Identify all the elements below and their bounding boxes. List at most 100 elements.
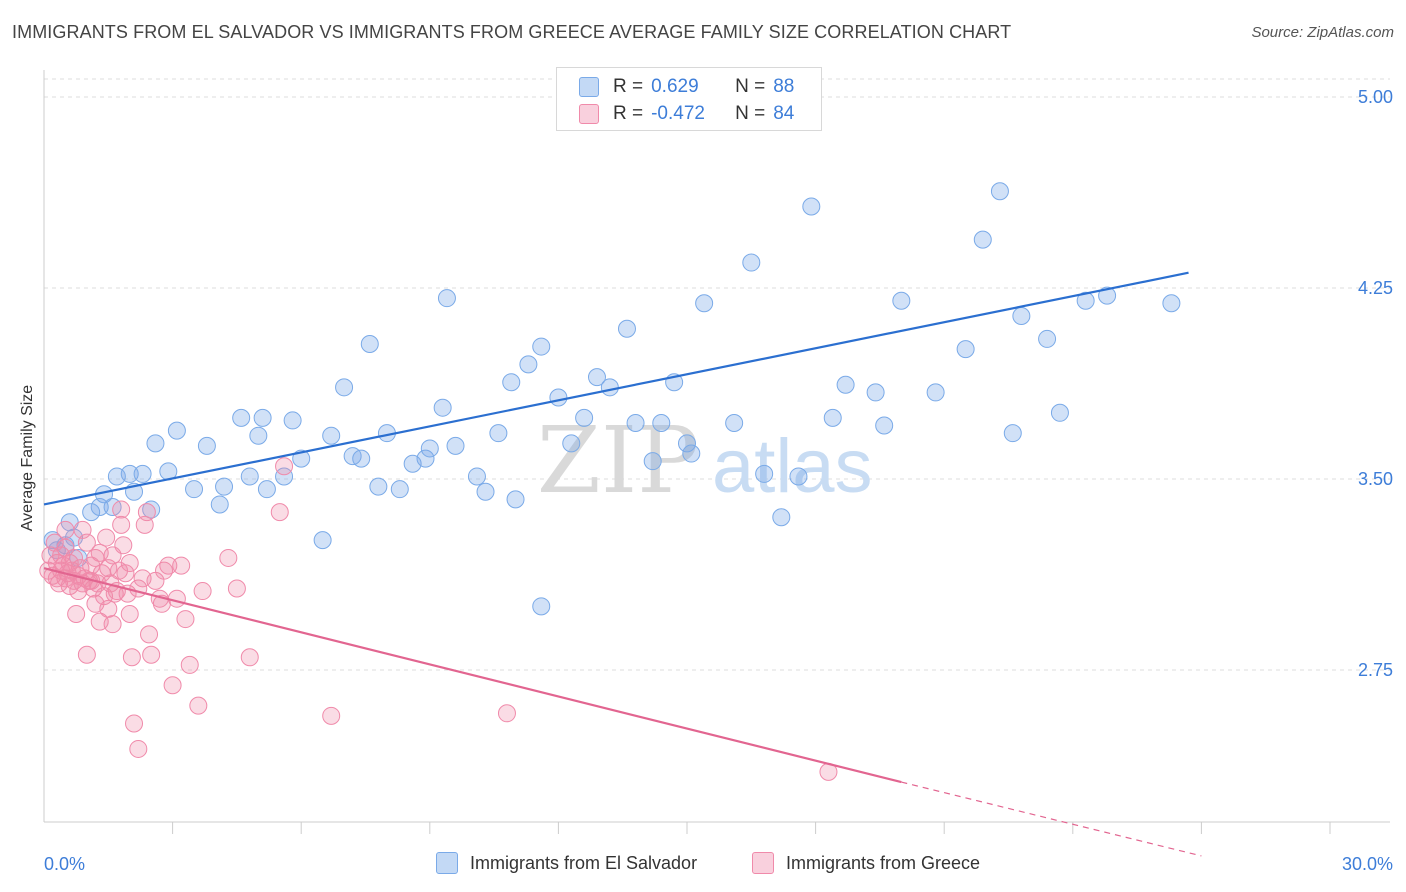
data-point-blue (275, 467, 294, 486)
data-point-pink (159, 556, 178, 575)
data-point-blue (617, 319, 636, 338)
data-point-blue (549, 388, 568, 407)
bottom-legend-swatch-pink (752, 852, 774, 874)
data-point-blue (369, 477, 388, 496)
data-point-blue (120, 464, 139, 483)
data-point-blue (875, 416, 894, 435)
data-point-blue (1098, 286, 1117, 305)
data-point-pink (77, 533, 96, 552)
data-point-blue (789, 467, 808, 486)
data-point-blue (313, 531, 332, 550)
data-point-blue (682, 444, 701, 463)
data-point-blue (489, 424, 508, 443)
data-point-blue (956, 340, 975, 359)
data-point-blue (836, 375, 855, 394)
data-point-blue (866, 383, 885, 402)
data-point-blue (437, 289, 456, 308)
data-point-blue (1076, 291, 1095, 310)
data-point-blue (335, 378, 354, 397)
data-point-blue (990, 182, 1009, 201)
bottom-legend-greece: Immigrants from Greece (752, 852, 980, 874)
bottom-legend-swatch-blue (436, 852, 458, 874)
data-point-blue (695, 294, 714, 313)
data-point-blue (678, 434, 696, 453)
data-point-blue (892, 291, 911, 310)
data-point-blue (446, 436, 465, 455)
data-point-pink (163, 676, 182, 695)
axes (43, 70, 1390, 834)
data-point-blue (626, 413, 645, 432)
data-point-blue (519, 355, 538, 374)
data-point-blue (133, 464, 152, 483)
data-point-blue (575, 408, 594, 427)
data-point-blue (802, 197, 821, 216)
legend-n-value: 88 (773, 76, 795, 97)
trend-line-pink (43, 567, 902, 784)
data-point-pink (122, 648, 141, 667)
data-point-blue (725, 413, 744, 432)
data-point-blue (322, 426, 341, 445)
data-point-pink (77, 645, 96, 664)
x-tick-label-max: 30.0% (1342, 854, 1393, 874)
data-point-blue (1038, 329, 1057, 348)
data-point-blue (587, 368, 606, 387)
legend-r-value: -0.472 (651, 103, 705, 124)
data-point-blue (232, 408, 251, 427)
data-point-blue (416, 449, 435, 468)
source-label: Source: ZipAtlas.com (1251, 24, 1394, 41)
chart-title: IMMIGRANTS FROM EL SALVADOR VS IMMIGRANT… (12, 22, 1012, 42)
data-point-pink (120, 554, 139, 573)
data-point-pink (240, 648, 259, 667)
data-point-blue (420, 439, 439, 458)
data-points (39, 182, 1181, 781)
x-tick-label-min: 0.0% (44, 854, 85, 874)
data-point-blue (360, 335, 379, 354)
data-point-blue (1050, 403, 1069, 422)
watermark: ZIP atlas (537, 407, 873, 514)
data-point-blue (257, 480, 276, 499)
data-point-blue (167, 421, 186, 440)
legend-r-value: 0.629 (651, 76, 699, 97)
data-point-blue (742, 253, 761, 272)
data-point-blue (390, 480, 409, 499)
data-point-pink (176, 610, 195, 629)
watermark-zip: ZIP (537, 407, 699, 514)
legend-r-label: R = (613, 103, 644, 124)
legend-n-value: 84 (773, 103, 795, 124)
data-point-pink (275, 457, 294, 476)
tick-labels: 2.75 3.50 4.25 5.00 0.0% 30.0% (44, 87, 1393, 874)
data-point-pink (65, 548, 84, 567)
data-point-blue (146, 434, 165, 453)
bottom-legend-el-salvador: Immigrants from El Salvador (436, 852, 697, 874)
data-point-blue (253, 408, 272, 427)
data-point-blue (532, 597, 551, 616)
data-point-blue (292, 449, 311, 468)
data-point-blue (532, 337, 551, 356)
y-tick-label: 2.75 (1358, 660, 1393, 680)
bottom-legend-label: Immigrants from El Salvador (470, 852, 698, 873)
data-point-pink (120, 604, 139, 623)
data-point-blue (1012, 307, 1031, 326)
data-point-pink (99, 599, 118, 618)
legend-n-label: N = (735, 76, 766, 97)
data-point-pink (189, 696, 208, 715)
data-point-blue (467, 467, 486, 486)
data-point-pink (172, 556, 191, 575)
trend-lines (43, 271, 1202, 857)
data-point-blue (82, 503, 101, 522)
data-point-pink (112, 500, 131, 519)
data-point-pink (180, 655, 199, 674)
legend-row-blue: R = 0.629 N = 88 (579, 75, 794, 99)
data-point-pink (322, 706, 341, 725)
data-point-blue (185, 480, 204, 499)
data-point-pink (97, 528, 116, 547)
data-point-blue (215, 477, 234, 496)
data-point-blue (1162, 294, 1181, 313)
data-point-pink (56, 520, 75, 539)
data-point-blue (249, 426, 268, 445)
data-point-blue (506, 490, 525, 509)
data-point-blue (1003, 424, 1022, 443)
trend-line-blue (43, 271, 1189, 506)
legend-r-label: R = (613, 76, 644, 97)
